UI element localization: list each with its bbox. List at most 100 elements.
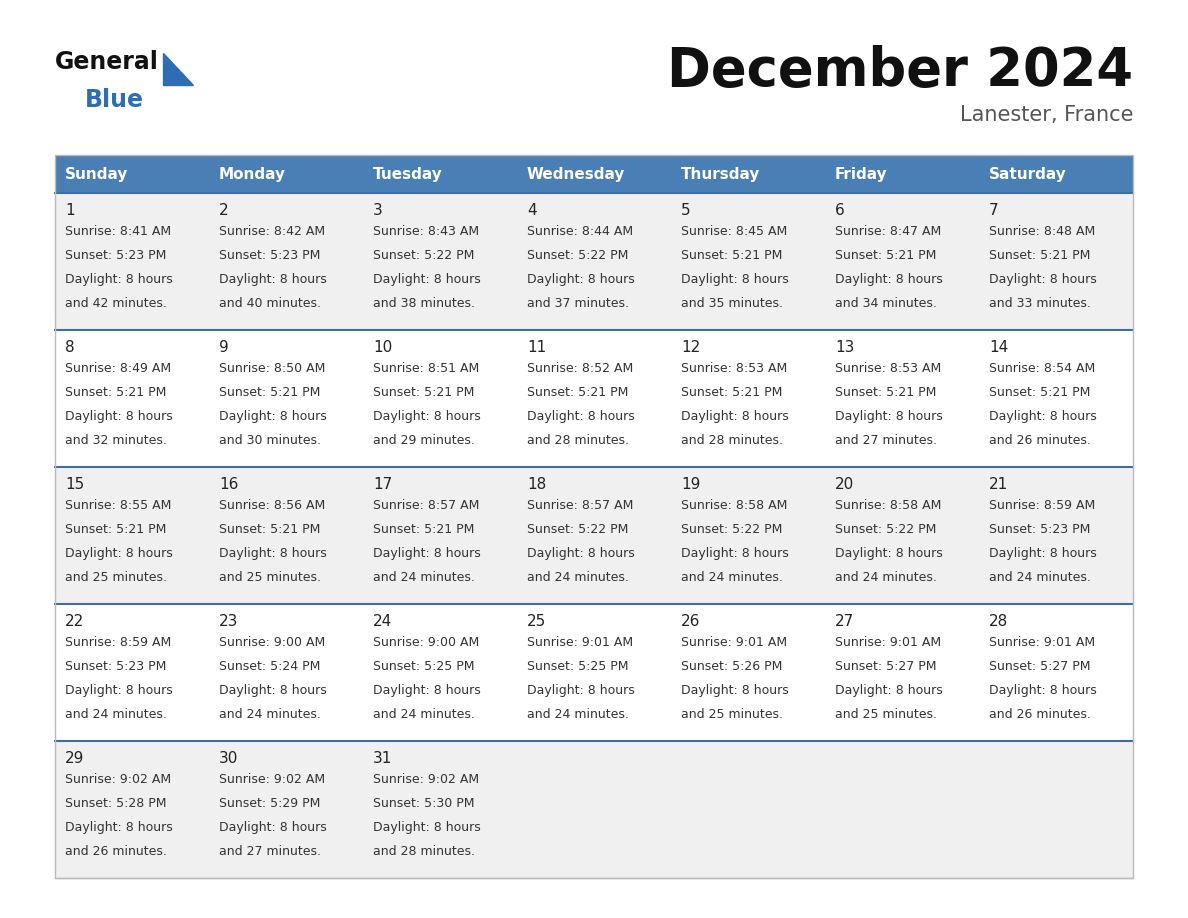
Text: Sunrise: 8:53 AM: Sunrise: 8:53 AM [681, 362, 788, 375]
Text: and 24 minutes.: and 24 minutes. [527, 708, 628, 721]
Text: Sunset: 5:27 PM: Sunset: 5:27 PM [835, 660, 936, 673]
Text: December 2024: December 2024 [666, 45, 1133, 97]
Text: 21: 21 [988, 477, 1009, 492]
Bar [671, 604, 824, 741]
Text: and 24 minutes.: and 24 minutes. [65, 708, 166, 721]
Text: Sunset: 5:30 PM: Sunset: 5:30 PM [373, 797, 474, 810]
Text: Sunset: 5:23 PM: Sunset: 5:23 PM [219, 249, 321, 262]
Bar [824, 604, 979, 741]
Text: Daylight: 8 hours: Daylight: 8 hours [527, 273, 634, 286]
Text: and 24 minutes.: and 24 minutes. [373, 708, 475, 721]
Text: Sunset: 5:22 PM: Sunset: 5:22 PM [527, 249, 628, 262]
Text: and 28 minutes.: and 28 minutes. [681, 434, 783, 447]
Text: and 26 minutes.: and 26 minutes. [988, 434, 1091, 447]
Text: Daylight: 8 hours: Daylight: 8 hours [219, 684, 327, 697]
Bar [364, 193, 517, 330]
Text: Daylight: 8 hours: Daylight: 8 hours [373, 821, 481, 834]
Text: and 26 minutes.: and 26 minutes. [65, 845, 166, 858]
Text: Sunrise: 8:56 AM: Sunrise: 8:56 AM [219, 499, 326, 512]
Text: 29: 29 [65, 751, 84, 766]
Text: and 35 minutes.: and 35 minutes. [681, 297, 783, 310]
Text: Sunrise: 8:58 AM: Sunrise: 8:58 AM [835, 499, 941, 512]
Text: and 24 minutes.: and 24 minutes. [373, 571, 475, 584]
Text: and 40 minutes.: and 40 minutes. [219, 297, 321, 310]
Text: Sunrise: 8:42 AM: Sunrise: 8:42 AM [219, 225, 326, 238]
Text: Sunrise: 8:47 AM: Sunrise: 8:47 AM [835, 225, 941, 238]
Bar [824, 155, 979, 193]
Bar [209, 604, 364, 741]
Text: Sunrise: 9:00 AM: Sunrise: 9:00 AM [373, 636, 479, 649]
Text: Sunrise: 8:51 AM: Sunrise: 8:51 AM [373, 362, 479, 375]
Text: Daylight: 8 hours: Daylight: 8 hours [988, 547, 1097, 560]
Text: Sunrise: 9:01 AM: Sunrise: 9:01 AM [527, 636, 633, 649]
Text: Sunrise: 8:52 AM: Sunrise: 8:52 AM [527, 362, 633, 375]
Text: Daylight: 8 hours: Daylight: 8 hours [988, 410, 1097, 423]
Text: Sunset: 5:28 PM: Sunset: 5:28 PM [65, 797, 166, 810]
Text: Sunset: 5:24 PM: Sunset: 5:24 PM [219, 660, 321, 673]
Text: 26: 26 [681, 614, 701, 629]
Text: Sunrise: 8:54 AM: Sunrise: 8:54 AM [988, 362, 1095, 375]
Text: Daylight: 8 hours: Daylight: 8 hours [835, 410, 943, 423]
Text: Daylight: 8 hours: Daylight: 8 hours [527, 547, 634, 560]
Text: 6: 6 [835, 203, 845, 218]
Bar [979, 741, 1133, 878]
Text: and 34 minutes.: and 34 minutes. [835, 297, 937, 310]
Bar [671, 193, 824, 330]
Text: and 25 minutes.: and 25 minutes. [681, 708, 783, 721]
Text: 25: 25 [527, 614, 546, 629]
Bar [517, 155, 671, 193]
Text: 22: 22 [65, 614, 84, 629]
Text: Daylight: 8 hours: Daylight: 8 hours [373, 547, 481, 560]
Bar [824, 330, 979, 467]
Bar [209, 155, 364, 193]
Text: and 30 minutes.: and 30 minutes. [219, 434, 321, 447]
Bar [55, 467, 209, 604]
Bar [671, 330, 824, 467]
Bar [979, 330, 1133, 467]
Text: Monday: Monday [219, 166, 286, 182]
Text: 2: 2 [219, 203, 228, 218]
Text: Sunset: 5:21 PM: Sunset: 5:21 PM [373, 523, 474, 536]
Text: Sunrise: 8:59 AM: Sunrise: 8:59 AM [988, 499, 1095, 512]
Text: Sunset: 5:21 PM: Sunset: 5:21 PM [988, 386, 1091, 399]
Text: Sunrise: 9:02 AM: Sunrise: 9:02 AM [65, 773, 171, 786]
Text: Sunset: 5:22 PM: Sunset: 5:22 PM [835, 523, 936, 536]
Text: Sunset: 5:21 PM: Sunset: 5:21 PM [527, 386, 628, 399]
Text: and 33 minutes.: and 33 minutes. [988, 297, 1091, 310]
Text: Sunset: 5:21 PM: Sunset: 5:21 PM [835, 249, 936, 262]
Text: Thursday: Thursday [681, 166, 760, 182]
Bar [979, 604, 1133, 741]
Bar [517, 193, 671, 330]
Text: Daylight: 8 hours: Daylight: 8 hours [219, 273, 327, 286]
Text: Sunset: 5:22 PM: Sunset: 5:22 PM [527, 523, 628, 536]
Text: 11: 11 [527, 340, 546, 355]
Text: Daylight: 8 hours: Daylight: 8 hours [373, 410, 481, 423]
Text: 30: 30 [219, 751, 239, 766]
Bar [364, 330, 517, 467]
Text: 7: 7 [988, 203, 999, 218]
Text: 14: 14 [988, 340, 1009, 355]
Text: Sunrise: 8:58 AM: Sunrise: 8:58 AM [681, 499, 788, 512]
Text: Daylight: 8 hours: Daylight: 8 hours [65, 273, 172, 286]
Text: and 24 minutes.: and 24 minutes. [988, 571, 1091, 584]
Bar [55, 193, 209, 330]
Text: Sunrise: 8:50 AM: Sunrise: 8:50 AM [219, 362, 326, 375]
Text: Sunrise: 9:01 AM: Sunrise: 9:01 AM [988, 636, 1095, 649]
Text: 8: 8 [65, 340, 75, 355]
Bar [824, 467, 979, 604]
Bar [364, 741, 517, 878]
Text: Sunset: 5:21 PM: Sunset: 5:21 PM [373, 386, 474, 399]
Text: Tuesday: Tuesday [373, 166, 443, 182]
Text: Sunset: 5:21 PM: Sunset: 5:21 PM [219, 386, 321, 399]
Text: Sunrise: 9:01 AM: Sunrise: 9:01 AM [835, 636, 941, 649]
Text: 20: 20 [835, 477, 854, 492]
Text: 3: 3 [373, 203, 383, 218]
Text: Daylight: 8 hours: Daylight: 8 hours [835, 273, 943, 286]
Text: Daylight: 8 hours: Daylight: 8 hours [835, 684, 943, 697]
Text: Daylight: 8 hours: Daylight: 8 hours [373, 684, 481, 697]
Text: and 32 minutes.: and 32 minutes. [65, 434, 166, 447]
Text: Sunset: 5:21 PM: Sunset: 5:21 PM [219, 523, 321, 536]
Text: Daylight: 8 hours: Daylight: 8 hours [219, 547, 327, 560]
Text: Sunset: 5:21 PM: Sunset: 5:21 PM [988, 249, 1091, 262]
Bar [55, 741, 209, 878]
